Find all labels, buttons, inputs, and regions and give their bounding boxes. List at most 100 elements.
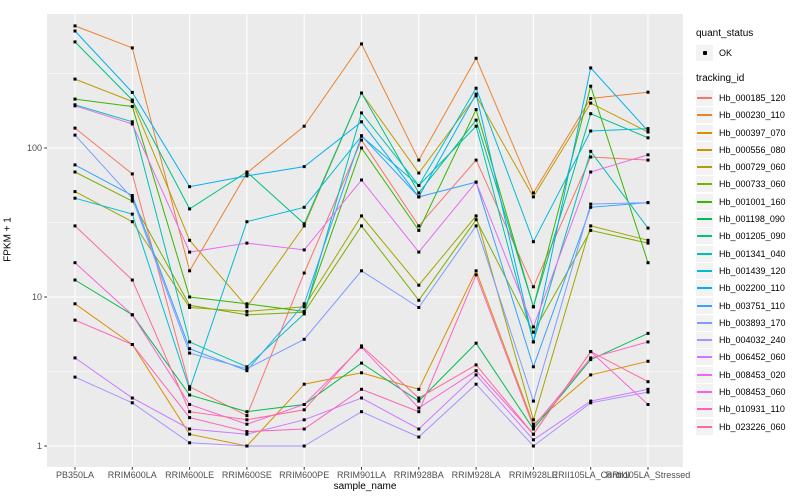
- data-point: [73, 196, 77, 200]
- legend-item-label: Hb_002200_110: [719, 283, 785, 294]
- legend-item-label: Hb_000733_060: [719, 179, 786, 190]
- legend-item-label: OK: [719, 47, 733, 58]
- data-point: [589, 356, 593, 360]
- data-point: [474, 108, 478, 112]
- data-point: [188, 340, 192, 344]
- legend-item-label: Hb_000397_070: [719, 127, 786, 138]
- series-color-swatch: [697, 287, 712, 290]
- legend-key-box: [696, 245, 713, 262]
- data-point: [73, 190, 77, 194]
- legend-item-label: Hb_003751_110: [719, 300, 785, 311]
- data-point: [188, 238, 192, 242]
- legend-item-Hb_001198_090[interactable]: Hb_001198_090: [696, 210, 786, 228]
- legend-spacer: [696, 61, 786, 73]
- legend-item-Hb_008453_060[interactable]: Hb_008453_060: [696, 383, 786, 400]
- legend-item-Hb_000556_080[interactable]: Hb_000556_080: [696, 141, 786, 158]
- x-tick-label: RRIM928BA: [393, 470, 444, 480]
- legend-key-box: [696, 193, 713, 210]
- data-point: [646, 380, 650, 384]
- data-point: [474, 86, 478, 90]
- legend-item-Hb_001001_160[interactable]: Hb_001001_160: [696, 193, 786, 210]
- data-point: [302, 337, 306, 341]
- data-point: [360, 214, 363, 218]
- legend-item-Hb_023226_060[interactable]: Hb_023226_060: [696, 418, 786, 435]
- data-point: [531, 240, 535, 244]
- data-point: [474, 382, 478, 386]
- data-point: [245, 422, 249, 426]
- data-point: [73, 29, 77, 33]
- legend-item-Hb_000230_110[interactable]: Hb_000230_110: [696, 107, 786, 124]
- data-point: [130, 196, 134, 200]
- data-point: [589, 101, 593, 105]
- data-point: [302, 305, 306, 309]
- data-point: [417, 427, 421, 431]
- data-point: [302, 418, 306, 422]
- legend-item-Hb_008453_020[interactable]: Hb_008453_020: [696, 366, 786, 383]
- x-tick-label: RRIM600LA: [107, 470, 157, 480]
- data-point: [360, 42, 363, 46]
- data-point: [646, 136, 650, 140]
- data-point: [474, 224, 478, 228]
- legend-item-Hb_003751_110[interactable]: Hb_003751_110: [696, 297, 786, 314]
- legend-item-ok[interactable]: OK: [696, 44, 786, 61]
- legend-item-Hb_004032_240[interactable]: Hb_004032_240: [696, 331, 786, 349]
- data-point: [73, 104, 77, 108]
- legend-item-Hb_006452_060[interactable]: Hb_006452_060: [696, 349, 786, 366]
- series-color-swatch: [697, 96, 712, 99]
- data-point: [245, 241, 249, 245]
- legend-item-Hb_001439_120[interactable]: Hb_001439_120: [696, 262, 786, 279]
- data-point: [245, 418, 249, 422]
- data-point: [73, 375, 77, 379]
- data-point: [130, 90, 134, 94]
- data-point: [589, 149, 593, 153]
- data-point: [646, 403, 650, 406]
- legend-item-Hb_001341_040[interactable]: Hb_001341_040: [696, 245, 786, 262]
- data-point: [531, 305, 535, 309]
- data-point: [589, 205, 593, 209]
- legend-item-Hb_000397_070[interactable]: Hb_000397_070: [696, 124, 786, 141]
- data-point: [130, 278, 134, 282]
- series-color-swatch: [697, 218, 712, 221]
- data-point: [531, 195, 535, 199]
- legend-key-box: [696, 332, 713, 349]
- data-point: [73, 97, 77, 101]
- data-point: [646, 261, 650, 265]
- data-point: [188, 403, 192, 406]
- data-point: [360, 269, 363, 273]
- data-point: [360, 344, 363, 348]
- legend-item-Hb_010931_110[interactable]: Hb_010931_110: [696, 401, 786, 418]
- data-point: [474, 158, 478, 162]
- data-point: [302, 427, 306, 431]
- legend-item-Hb_002200_110[interactable]: Hb_002200_110: [696, 280, 786, 297]
- data-point: [417, 406, 421, 410]
- legend-item-Hb_000733_060[interactable]: Hb_000733_060: [696, 176, 786, 193]
- legend-item-Hb_000185_120[interactable]: Hb_000185_120: [696, 89, 786, 106]
- data-point: [360, 361, 363, 365]
- data-point: [188, 306, 192, 309]
- data-point: [188, 410, 192, 414]
- data-point: [531, 285, 535, 289]
- data-point: [531, 444, 535, 448]
- data-point: [474, 218, 478, 222]
- data-point: [302, 382, 306, 386]
- legend-key-box: [696, 262, 713, 279]
- legend-item-Hb_003893_170[interactable]: Hb_003893_170: [696, 314, 786, 331]
- series-color-swatch: [697, 373, 712, 376]
- data-point: [73, 24, 77, 28]
- legend-key-box: [696, 418, 713, 435]
- legend-item-label: Hb_010931_110: [719, 404, 785, 415]
- series-color-swatch: [697, 148, 712, 151]
- data-point: [589, 97, 593, 100]
- data-point: [417, 224, 421, 228]
- data-point: [360, 111, 363, 115]
- data-point: [73, 170, 77, 174]
- y-tick-label: 100: [26, 143, 42, 153]
- legend-item-Hb_001205_090[interactable]: Hb_001205_090: [696, 228, 786, 245]
- series-color-swatch: [697, 131, 712, 134]
- data-point: [245, 170, 249, 174]
- legend-item-label: Hb_000729_060: [719, 162, 786, 173]
- legend-item-Hb_000729_060[interactable]: Hb_000729_060: [696, 158, 786, 176]
- data-point: [188, 185, 192, 189]
- data-point: [589, 155, 593, 159]
- data-point: [188, 303, 192, 307]
